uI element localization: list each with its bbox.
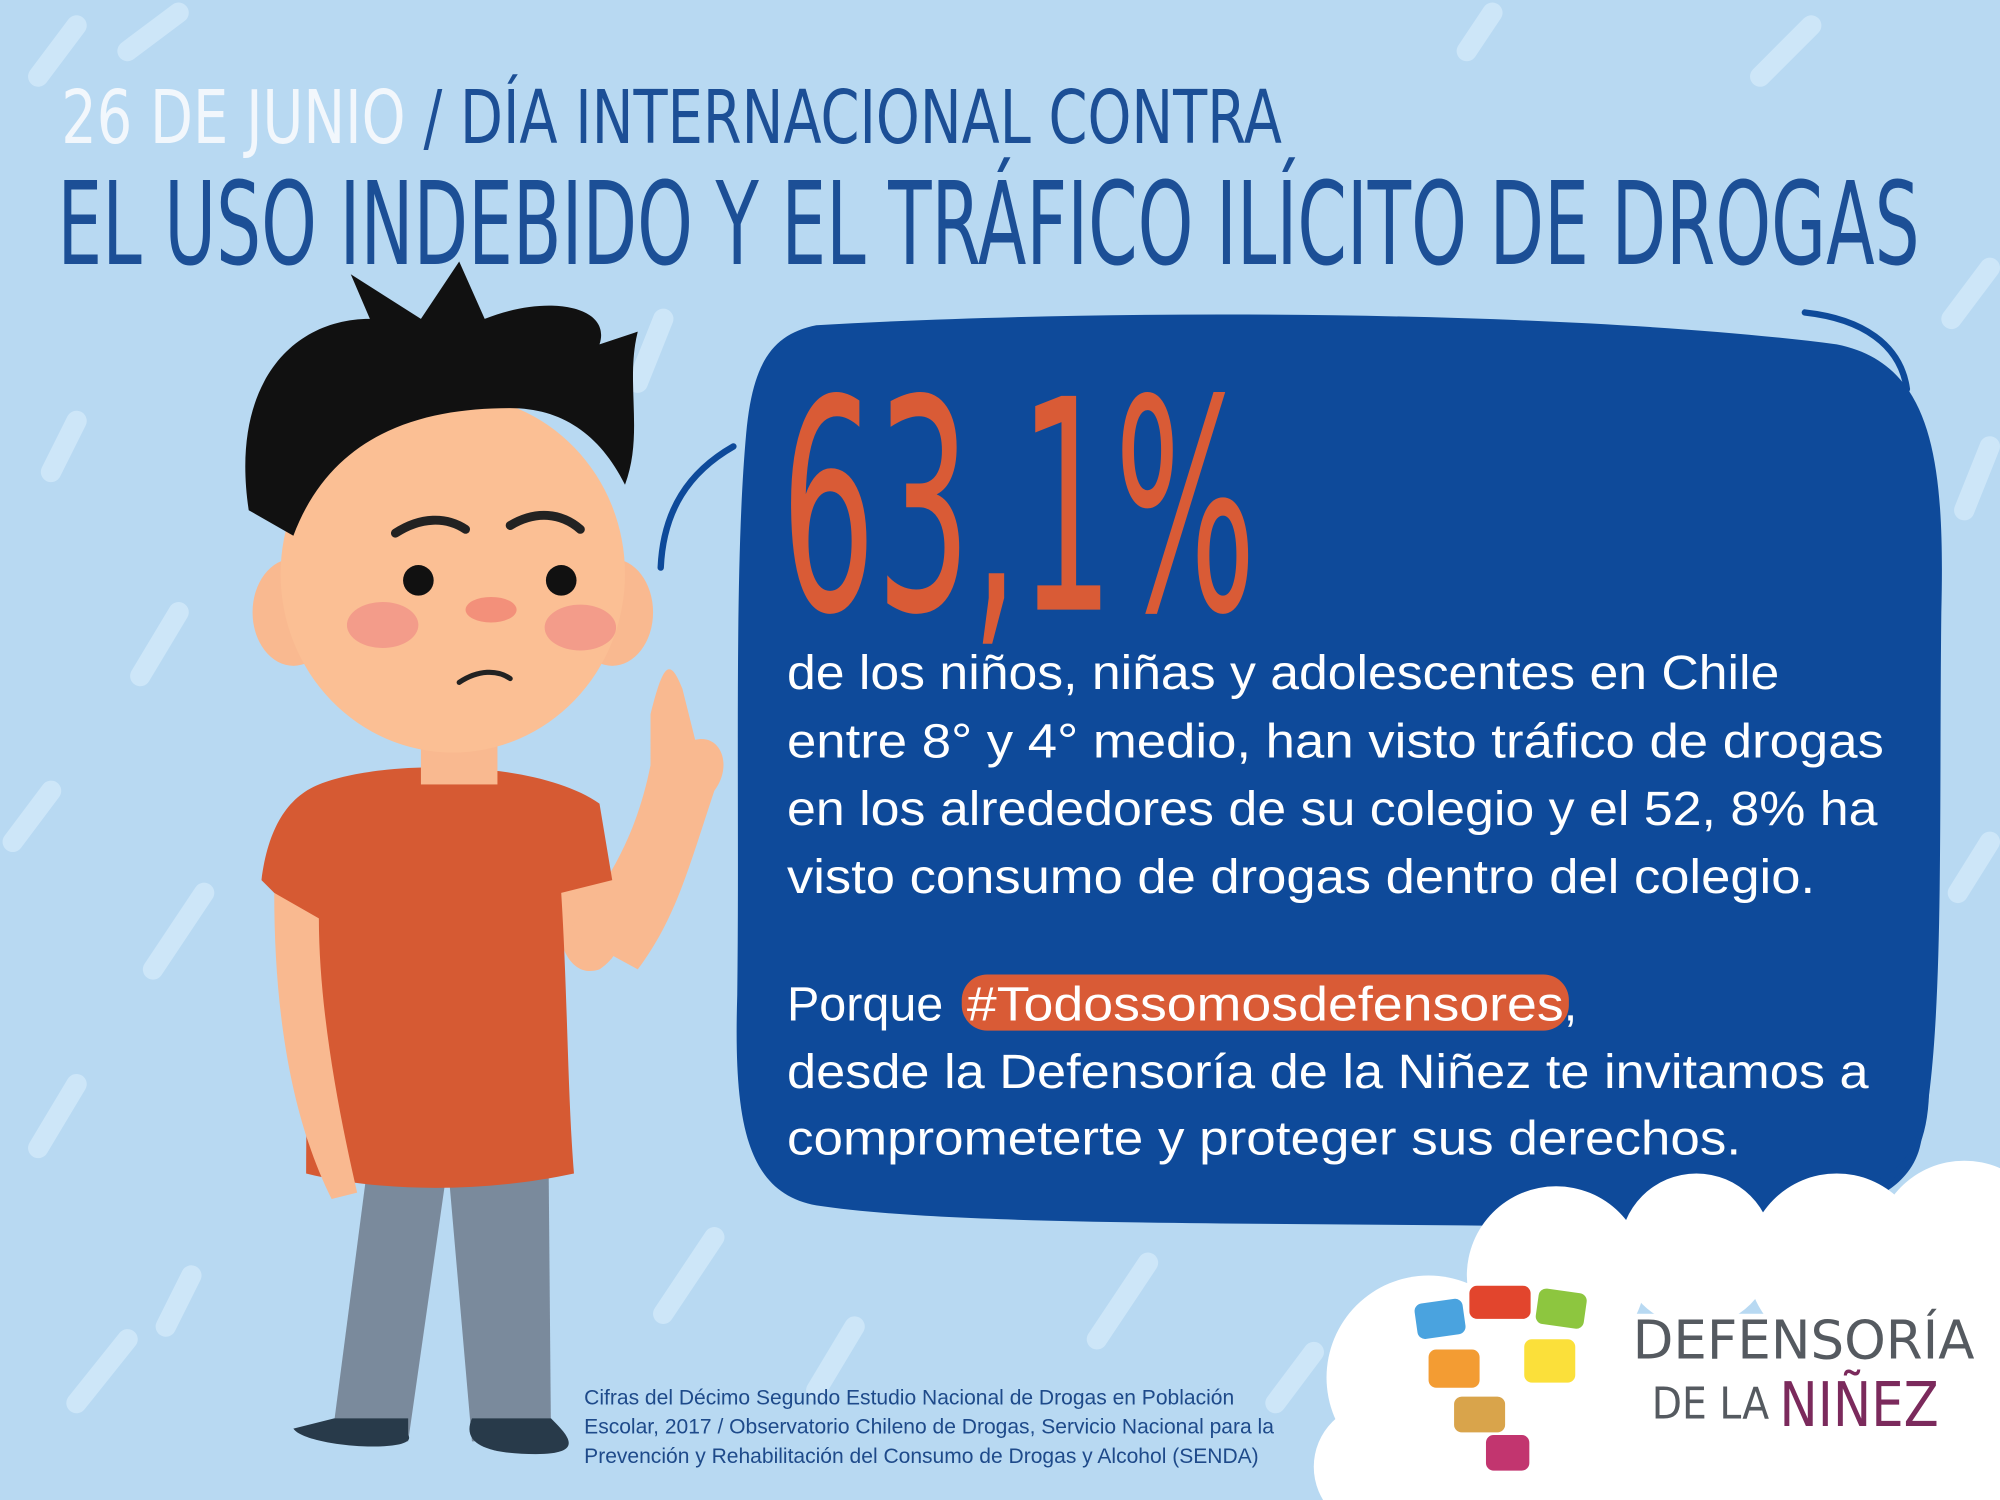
boy-illustration <box>245 261 724 1455</box>
header-date: 26 DE JUNIO <box>61 75 405 161</box>
bubble-tail <box>657 443 737 571</box>
header-title-line1: / DÍA INTERNACIONAL CONTRA <box>423 73 1281 161</box>
call-suffix: , <box>1564 977 1577 1031</box>
logo-mark <box>1414 1285 1587 1471</box>
bubble-accent <box>1801 309 1911 393</box>
call-line: comprometerte y proteger sus derechos. <box>787 1111 1741 1165</box>
stat: 63,1% <box>781 339 1257 680</box>
body-line: en los alrededores de su colegio y el 52… <box>787 782 1878 836</box>
call-line: desde la Defensoría de la Niñez te invit… <box>787 1045 1869 1099</box>
hashtag-highlight <box>961 974 1569 1031</box>
call-line: Porque #Todossomosdefensores, <box>787 977 1577 1031</box>
logo-line2: DE LA <box>1652 1379 1770 1429</box>
hashtag: #Todossomosdefensores <box>967 977 1564 1031</box>
source-line: Escolar, 2017 / Observatorio Chileno de … <box>584 1416 1274 1439</box>
source-line: Cifras del Décimo Segundo Estudio Nacion… <box>584 1386 1234 1409</box>
background-strokes <box>2 2 2000 1414</box>
bubble-accent <box>1865 1080 1930 1190</box>
body-line: de los niños, niñas y adolescentes en Ch… <box>787 646 1779 700</box>
logo-line3: NIÑEZ <box>1779 1370 1938 1441</box>
header-title-line2: EL USO INDEBIDO Y EL TRÁFICO ILÍCITO DE … <box>57 158 1919 292</box>
source-line: Prevención y Rehabilitación del Consumo … <box>584 1445 1258 1468</box>
body-line: entre 8° y 4° medio, han visto tráfico d… <box>787 715 1884 769</box>
call-prefix: Porque <box>787 977 957 1031</box>
logo-line1: DEFENSORÍA <box>1633 1308 1975 1371</box>
body-line: visto consumo de drogas dentro del coleg… <box>787 850 1815 904</box>
